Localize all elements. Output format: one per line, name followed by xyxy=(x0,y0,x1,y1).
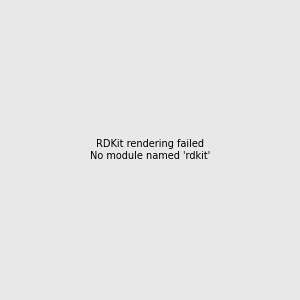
Text: RDKit rendering failed
No module named 'rdkit': RDKit rendering failed No module named '… xyxy=(90,139,210,161)
